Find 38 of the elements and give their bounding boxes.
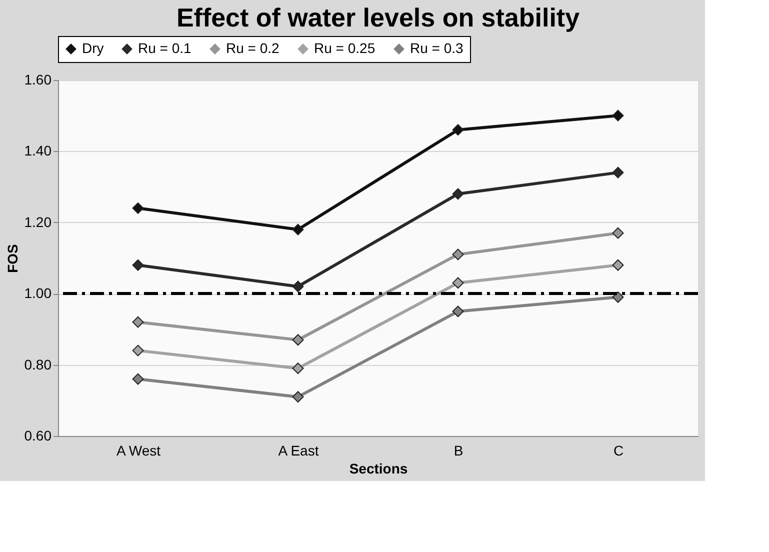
point: [292, 224, 304, 236]
legend-label: Ru = 0.3: [410, 40, 464, 56]
x-tick-label: B: [454, 442, 464, 458]
point: [292, 362, 304, 374]
legend-label: Ru = 0.25: [314, 40, 376, 56]
point: [132, 316, 144, 328]
y-tick-label: 0.80: [24, 356, 52, 372]
point: [612, 110, 624, 122]
point: [292, 334, 304, 346]
point: [292, 280, 304, 292]
y-tick-label: 1.20: [24, 214, 52, 230]
point: [612, 227, 624, 239]
point: [132, 373, 144, 385]
point: [612, 166, 624, 178]
point: [452, 277, 464, 289]
legend-label: Ru = 0.2: [226, 40, 280, 56]
x-tick-label: A East: [278, 442, 319, 458]
x-tick-label: A West: [116, 442, 161, 458]
x-axis-title: Sections: [349, 460, 408, 476]
point: [132, 344, 144, 356]
point: [612, 291, 624, 303]
legend-label: Dry: [82, 40, 104, 56]
y-tick-label: 1.00: [24, 285, 52, 302]
point: [452, 124, 464, 136]
point: [292, 391, 304, 403]
x-tick-label: C: [613, 442, 624, 458]
y-tick-label: 0.60: [24, 428, 52, 444]
y-tick-label: 1.60: [24, 72, 52, 88]
point: [612, 259, 624, 271]
point: [452, 248, 464, 260]
point: [452, 306, 464, 318]
chart-title: Effect of water levels on stability: [176, 2, 580, 32]
y-tick-label: 1.40: [24, 142, 52, 159]
point: [132, 202, 144, 214]
point: [452, 188, 464, 200]
point: [132, 259, 144, 271]
legend-label: Ru = 0.1: [138, 40, 192, 56]
y-axis-title: FOS: [4, 244, 20, 273]
